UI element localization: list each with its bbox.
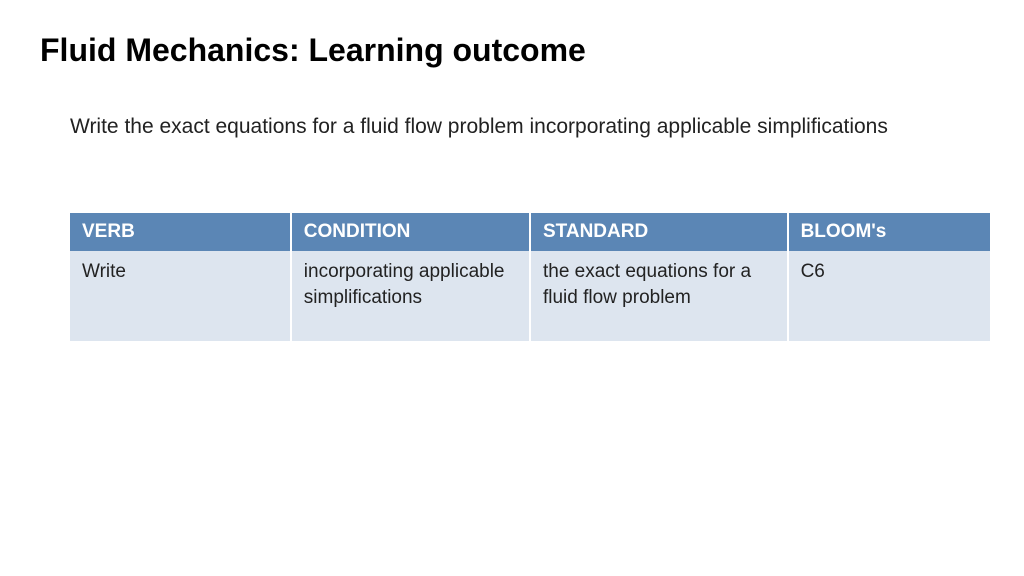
table-header-row: VERB CONDITION STANDARD BLOOM's xyxy=(70,213,990,251)
cell-verb: Write xyxy=(70,251,291,340)
header-standard: STANDARD xyxy=(530,213,788,251)
table-row: Write incorporating applicable simplific… xyxy=(70,251,990,340)
cell-blooms: C6 xyxy=(788,251,990,340)
outcome-description: Write the exact equations for a fluid fl… xyxy=(70,113,944,141)
outcome-table: VERB CONDITION STANDARD BLOOM's Write in… xyxy=(70,213,990,340)
header-verb: VERB xyxy=(70,213,291,251)
cell-standard: the exact equations for a fluid flow pro… xyxy=(530,251,788,340)
header-blooms: BLOOM's xyxy=(788,213,990,251)
header-condition: CONDITION xyxy=(291,213,530,251)
page-title: Fluid Mechanics: Learning outcome xyxy=(40,32,984,69)
cell-condition: incorporating applicable simplifications xyxy=(291,251,530,340)
